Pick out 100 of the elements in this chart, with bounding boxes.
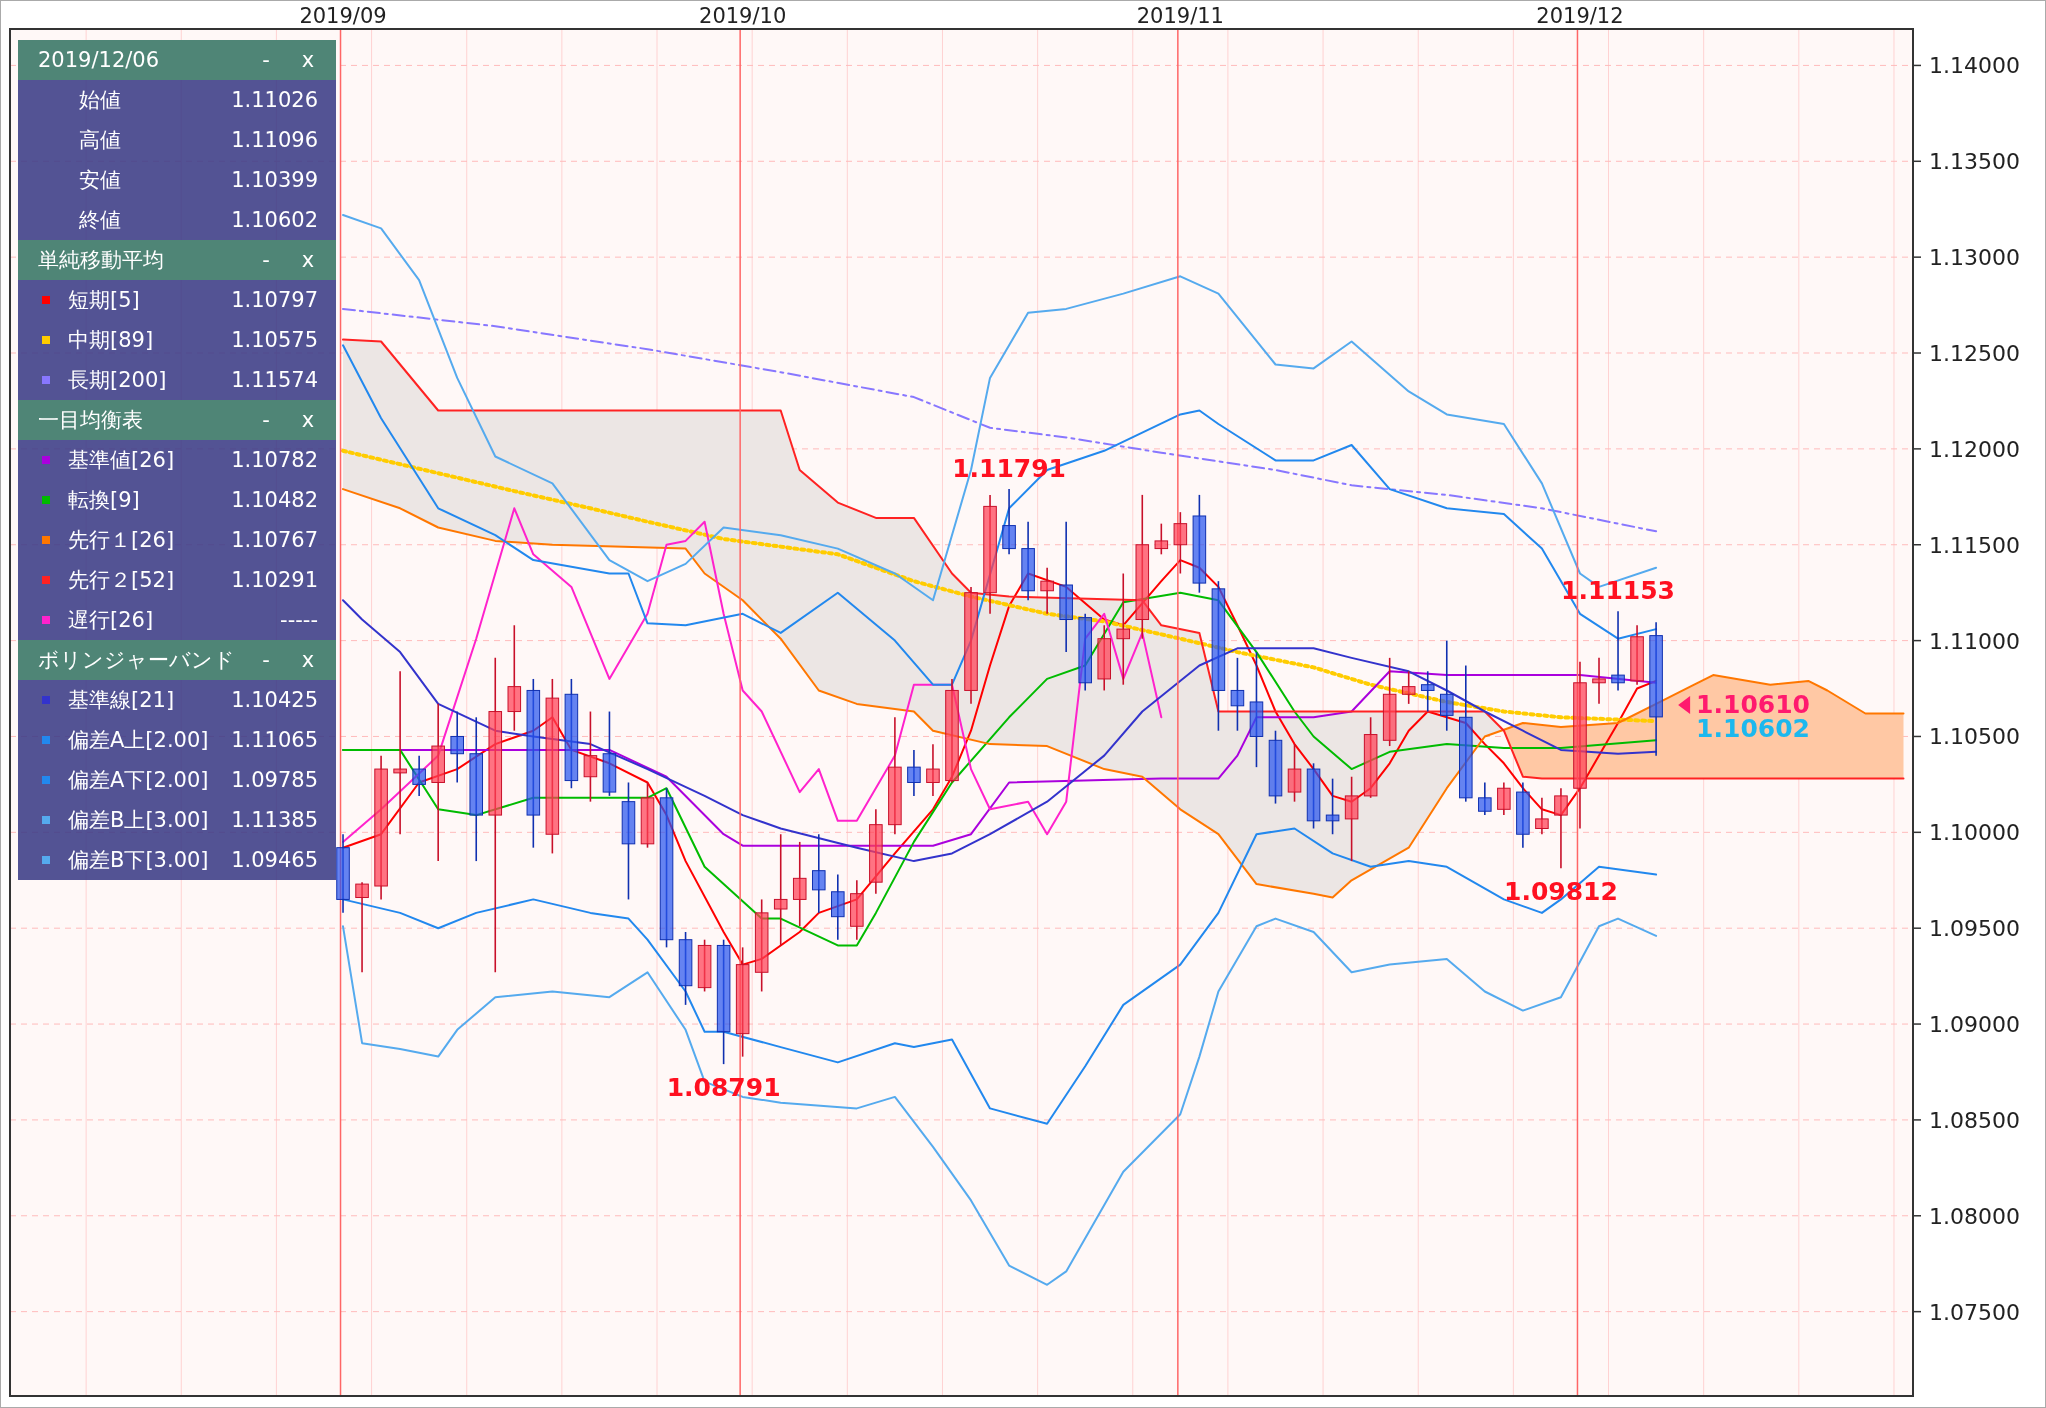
annotation: 単純移動平均 bbox=[38, 248, 164, 272]
x-tick-label: 2019/12 bbox=[1536, 4, 1624, 28]
y-tick-label: 1.08500 bbox=[1929, 1107, 2020, 1133]
candlestick bbox=[907, 749, 921, 797]
line-series bbox=[342, 599, 1658, 863]
candlestick bbox=[1401, 670, 1416, 705]
candlestick bbox=[1535, 797, 1549, 836]
text: x bbox=[301, 248, 315, 272]
candlestick bbox=[812, 833, 826, 914]
annotation: ----- bbox=[280, 608, 318, 632]
candlestick bbox=[1420, 670, 1435, 713]
candlestick bbox=[1173, 511, 1188, 575]
line-series bbox=[342, 338, 1905, 780]
y-tick-label: 1.11500 bbox=[1929, 532, 2020, 558]
annotation: 1.10482 bbox=[231, 488, 318, 512]
candlestick bbox=[1116, 572, 1131, 686]
candlestick bbox=[1439, 639, 1454, 732]
candlestick bbox=[393, 670, 407, 836]
line-series bbox=[342, 917, 1658, 1286]
y-tick-label: 1.12000 bbox=[1929, 436, 2020, 462]
text: - bbox=[262, 408, 270, 432]
annotation: 1.10602 bbox=[1696, 713, 1810, 743]
y-tick-label: 1.10500 bbox=[1929, 724, 2020, 750]
annotation: 高値 bbox=[79, 128, 121, 152]
candlestick bbox=[926, 743, 940, 797]
legend-label: 偏差A下[2.00] bbox=[68, 768, 209, 792]
y-tick-label: 1.11000 bbox=[1929, 628, 2020, 654]
legend-label: 中期[89] bbox=[68, 328, 154, 352]
legend-label: 基準線[21] bbox=[68, 688, 175, 712]
annotation: 1.09465 bbox=[231, 848, 318, 872]
legend-label: 短期[5] bbox=[68, 288, 140, 312]
y-tick-label: 1.14000 bbox=[1929, 53, 2020, 79]
candlestick bbox=[1497, 781, 1511, 816]
annotation: 1.10399 bbox=[231, 168, 318, 192]
annotation: 1.11385 bbox=[231, 808, 318, 832]
line-series bbox=[342, 488, 1905, 899]
candlestick bbox=[355, 881, 369, 974]
candlestick bbox=[1478, 781, 1492, 816]
text: x bbox=[301, 648, 315, 672]
candlestick bbox=[792, 841, 807, 928]
text: - bbox=[262, 648, 270, 672]
legend-label: 偏差B下[3.00] bbox=[68, 848, 209, 872]
annotation: 1.10425 bbox=[231, 688, 318, 712]
candlestick bbox=[1002, 488, 1016, 556]
annotation: 1.11026 bbox=[231, 88, 318, 112]
candlestick bbox=[1230, 657, 1245, 732]
candlestick bbox=[1287, 743, 1302, 803]
x-tick-label: 2019/10 bbox=[699, 4, 787, 28]
legend-label: 遅行[26] bbox=[68, 608, 154, 632]
annotation: 安値 bbox=[79, 168, 121, 192]
annotation: 一目均衡表 bbox=[38, 408, 143, 432]
candlestick bbox=[412, 754, 426, 797]
annotation: 1.10291 bbox=[231, 568, 318, 592]
legend-label: 長期[200] bbox=[68, 368, 167, 392]
candlestick bbox=[1325, 777, 1340, 836]
text: - bbox=[262, 248, 270, 272]
candlestick bbox=[773, 833, 788, 947]
annotation: 2019/12/06 bbox=[38, 48, 160, 72]
candlestick bbox=[1554, 787, 1568, 870]
line-series bbox=[342, 827, 1658, 1125]
candlestick bbox=[1344, 775, 1359, 862]
y-tick-label: 1.09000 bbox=[1929, 1012, 2020, 1038]
annotation: 1.11065 bbox=[231, 728, 318, 752]
y-tick-label: 1.13500 bbox=[1929, 149, 2020, 175]
annotation: 1.10602 bbox=[231, 208, 318, 232]
candlestick bbox=[1154, 522, 1169, 556]
candlestick bbox=[583, 710, 598, 803]
annotation: ボリンジャーバンド bbox=[38, 648, 235, 672]
legend-label: 基準値[26] bbox=[68, 448, 175, 472]
annotation: 始値 bbox=[79, 88, 121, 112]
y-tick-label: 1.12500 bbox=[1929, 341, 2020, 367]
legend-label: 先行１[26] bbox=[68, 528, 175, 552]
y-tick-label: 1.07500 bbox=[1929, 1299, 2020, 1325]
annotation: x bbox=[301, 48, 315, 72]
candlestick bbox=[1040, 566, 1054, 615]
y-tick-label: 1.10000 bbox=[1929, 820, 2020, 846]
legend-label: 先行２[52] bbox=[68, 568, 175, 592]
y-tick-label: 1.08000 bbox=[1929, 1203, 2020, 1229]
candlestick bbox=[450, 710, 464, 784]
line-series bbox=[342, 507, 1163, 843]
annotation: 1.11096 bbox=[231, 128, 318, 152]
text: x bbox=[301, 408, 315, 432]
candlestick bbox=[1611, 610, 1625, 692]
line-series bbox=[342, 307, 1658, 533]
x-tick-label: 2019/11 bbox=[1136, 4, 1224, 28]
legend-label: 転換[9] bbox=[68, 488, 140, 512]
y-tick-label: 1.13000 bbox=[1929, 245, 2020, 271]
y-tick-label: 1.09500 bbox=[1929, 916, 2020, 942]
annotation: 終値 bbox=[78, 208, 121, 232]
annotation: 1.09785 bbox=[231, 768, 318, 792]
annotation: 1.11574 bbox=[231, 368, 318, 392]
annotation: 1.10575 bbox=[231, 328, 318, 352]
legend-label: 偏差B上[3.00] bbox=[68, 808, 209, 832]
annotation: 1.10782 bbox=[231, 448, 318, 472]
annotation: 1.10797 bbox=[231, 288, 318, 312]
annotation: 1.10767 bbox=[231, 528, 318, 552]
candlestick bbox=[1592, 657, 1606, 705]
annotation: - bbox=[262, 48, 270, 72]
legend-label: 偏差A上[2.00] bbox=[68, 728, 209, 752]
x-tick-label: 2019/09 bbox=[299, 4, 387, 28]
